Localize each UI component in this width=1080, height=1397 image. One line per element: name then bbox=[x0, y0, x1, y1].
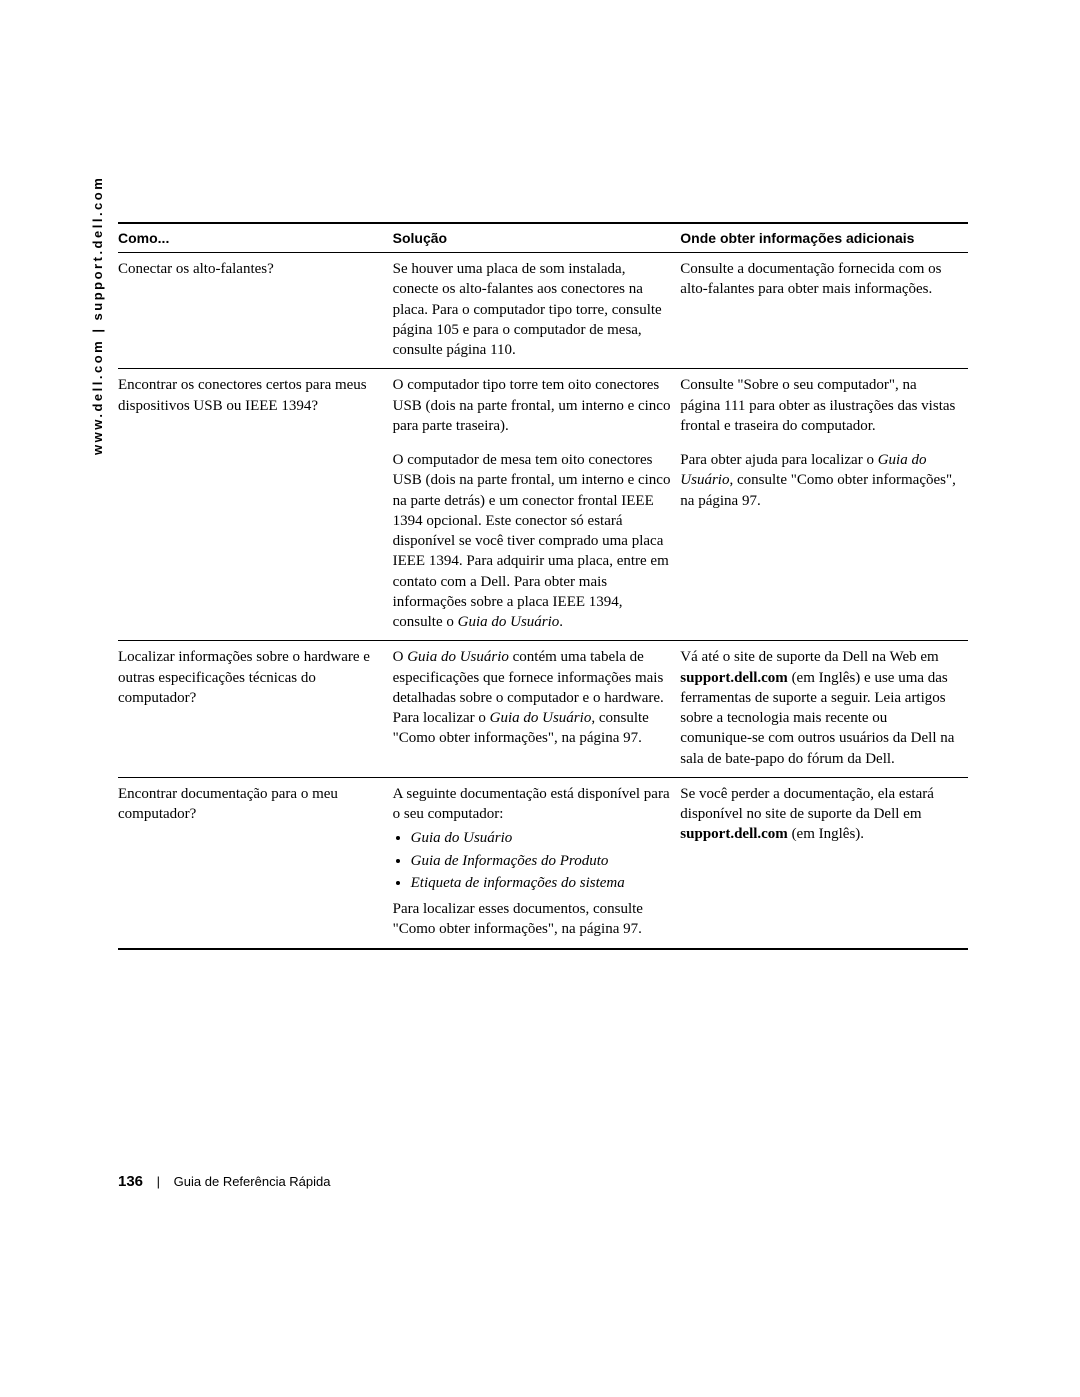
cell-como: Conectar os alto-falantes? bbox=[118, 253, 393, 369]
header-como: Como... bbox=[118, 223, 393, 253]
cell-info: Consulte a documentação fornecida com os… bbox=[680, 253, 968, 369]
footer-separator: | bbox=[157, 1174, 160, 1189]
italic-text: Guia do Usuário bbox=[458, 614, 560, 630]
table-row: Encontrar os conectores certos para meus… bbox=[118, 369, 968, 444]
cell-solucao: O computador tipo torre tem oito conecto… bbox=[393, 369, 681, 444]
text-segment: Se você perder a documentação, ela estar… bbox=[680, 786, 934, 822]
table-row: Encontrar documentação para o meu comput… bbox=[118, 777, 968, 948]
doc-title: Guia de Referência Rápida bbox=[174, 1174, 331, 1189]
cell-info: Consulte "Sobre o seu computador", na pá… bbox=[680, 369, 968, 444]
bold-text: support.dell.com bbox=[680, 826, 788, 842]
doc-list: Guia do Usuário Guia de Informações do P… bbox=[393, 828, 673, 893]
page-content: Como... Solução Onde obter informações a… bbox=[118, 222, 968, 950]
text-segment: Vá até o site de suporte da Dell na Web … bbox=[680, 649, 938, 665]
page-number: 136 bbox=[118, 1173, 143, 1190]
table-row: Conectar os alto-falantes? Se houver uma… bbox=[118, 253, 968, 369]
italic-text: Guia do Usuário bbox=[490, 710, 592, 726]
text-segment: Para localizar esses documentos, consult… bbox=[393, 899, 673, 940]
bold-text: support.dell.com bbox=[680, 670, 788, 686]
cell-info: Se você perder a documentação, ela estar… bbox=[680, 777, 968, 948]
header-solucao: Solução bbox=[393, 223, 681, 253]
cell-como: Encontrar os conectores certos para meus… bbox=[118, 369, 393, 641]
cell-solucao: Se houver uma placa de som instalada, co… bbox=[393, 253, 681, 369]
cell-solucao: A seguinte documentação está disponível … bbox=[393, 777, 681, 948]
text-segment: A seguinte documentação está disponível … bbox=[393, 784, 673, 825]
table-row: Localizar informações sobre o hardware e… bbox=[118, 641, 968, 778]
list-item: Guia do Usuário bbox=[411, 828, 673, 848]
cell-como: Localizar informações sobre o hardware e… bbox=[118, 641, 393, 778]
list-item: Etiqueta de informações do sistema bbox=[411, 873, 673, 893]
reference-table: Como... Solução Onde obter informações a… bbox=[118, 222, 968, 950]
table-header-row: Como... Solução Onde obter informações a… bbox=[118, 223, 968, 253]
text-segment: Para obter ajuda para localizar o bbox=[680, 452, 877, 468]
page-footer: 136 | Guia de Referência Rápida bbox=[118, 1173, 968, 1190]
cell-info: Vá até o site de suporte da Dell na Web … bbox=[680, 641, 968, 778]
cell-como: Encontrar documentação para o meu comput… bbox=[118, 777, 393, 948]
cell-info: Para obter ajuda para localizar o Guia d… bbox=[680, 444, 968, 641]
list-item: Guia de Informações do Produto bbox=[411, 851, 673, 871]
cell-solucao: O Guia do Usuário contém uma tabela de e… bbox=[393, 641, 681, 778]
text-segment: O bbox=[393, 649, 408, 665]
cell-solucao: O computador de mesa tem oito conectores… bbox=[393, 444, 681, 641]
text-segment: (em Inglês). bbox=[788, 826, 864, 842]
italic-text: Guia do Usuário bbox=[407, 649, 509, 665]
header-info: Onde obter informações adicionais bbox=[680, 223, 968, 253]
text-segment: . bbox=[559, 614, 563, 630]
side-url-label: www.dell.com | support.dell.com bbox=[90, 176, 105, 455]
text-segment: O computador de mesa tem oito conectores… bbox=[393, 452, 671, 630]
